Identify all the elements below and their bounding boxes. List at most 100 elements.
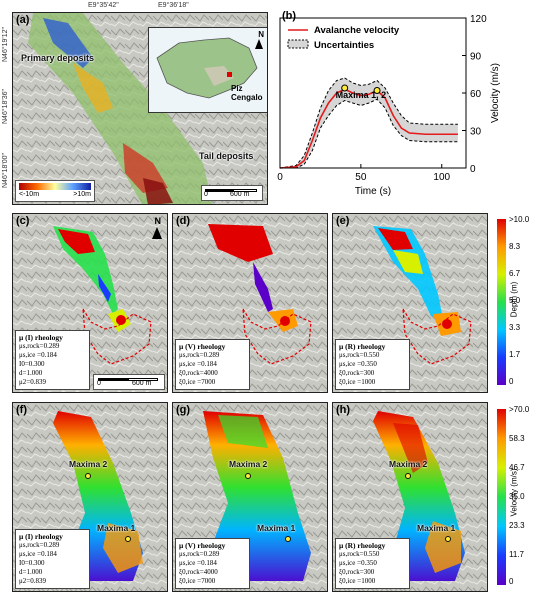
inset-place-label: Piz Cengalo — [231, 84, 263, 102]
rheology-box: μ (V) rheology μs,rock=0.289 μs,ice =0.184… — [175, 538, 250, 589]
north-arrow-icon — [152, 227, 162, 239]
maxima-1-marker — [445, 536, 451, 542]
rheology-box: μ (R) rheology μs,rock=0.550 μs,ice =0.350… — [335, 339, 410, 390]
coord-top-2: E9°36'18" — [158, 2, 189, 9]
depth-panel-label: (c) — [16, 215, 30, 227]
y-tick-label: 60 — [470, 89, 482, 100]
rheology-param: μs,ice =0.350 — [339, 559, 377, 567]
rheology-param: μs,rock=0.289 — [19, 342, 60, 350]
y-tick-label: 120 — [470, 14, 487, 25]
depth-tick-1: 8.3 — [509, 242, 521, 251]
x-tick-label: 100 — [433, 172, 450, 183]
maxima-1-label: Maxima 1 — [257, 523, 296, 533]
y-tick-label: 90 — [470, 52, 482, 63]
maxima-2-label: Maxima 2 — [69, 459, 108, 469]
coord-left-1: N46°19'12" — [2, 26, 9, 62]
switzerland-inset: N Piz Cengalo — [148, 27, 267, 113]
maxima-2-marker — [85, 473, 91, 479]
rheology-param: μs,ice =0.184 — [19, 351, 57, 359]
depth-colorbar-gradient — [497, 219, 506, 385]
primary-deposits-label: Primary deposits — [21, 53, 95, 63]
velocity-panel-0: (f) Maxima 2 Maxima 1 μ (I) rheology μs,rock… — [12, 402, 168, 592]
rheology-param: ξ0,ice =1000 — [339, 378, 376, 386]
maxima-label: Maxima 1, 2 — [336, 90, 387, 100]
depth-tick-5: 1.7 — [509, 350, 521, 359]
velocity-panel-label: (h) — [336, 404, 351, 416]
rheology-param: μs,rock=0.550 — [339, 351, 380, 359]
tail-deposits-label: Tail deposits — [199, 151, 254, 161]
depth-tick-2: 6.7 — [509, 269, 521, 278]
rheology-param: μs,ice =0.184 — [19, 550, 57, 558]
rheology-param: μs,rock=0.289 — [179, 550, 220, 558]
maxima-1-label: Maxima 1 — [417, 523, 456, 533]
rheology-param: μ2=0.839 — [19, 577, 46, 585]
velocity-panel-label: (g) — [176, 404, 191, 416]
rheology-param: μs,ice =0.350 — [339, 360, 377, 368]
rheology-title: μ (R) rheology — [339, 541, 386, 550]
rheology-param: I0=0.300 — [19, 360, 45, 368]
depth-panel-1: (d) μ (V) rheology μs,rock=0.289 μs,ice =0.… — [172, 213, 328, 393]
rheology-title: μ (V) rheology — [179, 342, 226, 351]
rheology-param: μs,ice =0.184 — [179, 360, 217, 368]
depth-colorbar-title: Depth (m) — [509, 281, 519, 318]
rheology-box: μ (I) rheology μs,rock=0.289 μs,ice =0.184… — [15, 330, 90, 390]
rheology-param: μs,rock=0.289 — [19, 541, 60, 549]
rheology-title: μ (V) rheology — [179, 541, 226, 550]
y-axis-label: Velocity (m/s) — [490, 63, 501, 123]
velocity-map — [13, 403, 167, 591]
panel-b-label: (b) — [282, 10, 297, 22]
north-arrow-icon — [255, 39, 263, 49]
coord-top-1: E9°35'42" — [88, 2, 119, 9]
rheology-box: μ (R) rheology μs,rock=0.550 μs,ice =0.350… — [335, 538, 410, 589]
x-axis-label: Time (s) — [355, 186, 391, 197]
vel-tick-2: 46.7 — [509, 463, 525, 472]
x-tick-label: 50 — [355, 172, 367, 183]
depth-scale-zero: 0 — [97, 380, 101, 387]
velocity-map — [333, 403, 487, 591]
rheology-title: μ (R) rheology — [339, 342, 386, 351]
maxima-2-label: Maxima 2 — [229, 459, 268, 469]
depth-scale-max: 600 m — [132, 380, 152, 387]
x-tick-label: 0 — [277, 172, 283, 183]
uncertainty-bound-line — [279, 77, 458, 169]
maxima-marker — [341, 84, 349, 92]
velocity-colorbar: >70.0 58.3 46.7 35.0 23.3 11.7 0 — [497, 405, 533, 590]
deposit-legend: <-10m >10m — [15, 180, 95, 202]
vel-tick-3: 35.0 — [509, 492, 525, 501]
velocity-panel-label: (f) — [16, 404, 27, 416]
vel-tick-4: 23.3 — [509, 521, 525, 530]
scale-max: 600 m — [230, 191, 250, 198]
depth-panel-2: (e) μ (R) rheology μs,rock=0.550 μs,ice =0.… — [332, 213, 488, 393]
maxima-1-marker — [285, 536, 291, 542]
velocity-panel-1: (g) Maxima 2 Maxima 1 μ (V) rheology μs,rock… — [172, 402, 328, 592]
rheology-param: ξ0,rock=4000 — [179, 568, 218, 576]
rheology-param: μ2=0.839 — [19, 378, 46, 386]
y-tick-label: 0 — [470, 164, 476, 175]
velocity-chart-svg: 0 50 100 0 30 60 90 120 Time (s) Velocity (m/s) Ma… — [277, 14, 501, 197]
legend-uncert-label: Uncertainties — [314, 40, 374, 51]
rheology-param: ξ0,ice =7000 — [179, 577, 216, 585]
rheology-param: d=1.000 — [19, 568, 43, 576]
rheology-param: μs,rock=0.550 — [339, 550, 380, 558]
vel-tick-5: 11.7 — [509, 550, 524, 559]
maxima-marker — [373, 87, 381, 94]
depth-colorbar: >10.0 8.3 6.7 5.0 3.3 1.7 0 — [497, 215, 533, 390]
maxima-1-marker — [125, 536, 131, 542]
maxima-2-marker — [245, 473, 251, 479]
vel-tick-6: 0 — [509, 577, 514, 586]
deposit-legend-gradient — [19, 183, 91, 190]
avalanche-velocity-line — [279, 88, 458, 169]
rheology-param: I0=0.300 — [19, 559, 45, 567]
depth-tick-3: 5.0 — [509, 296, 521, 305]
rheology-param: ξ0,ice =7000 — [179, 378, 216, 386]
rheology-box: μ (I) rheology μs,rock=0.289 μs,ice =0.184… — [15, 529, 90, 589]
rheology-param: ξ0,rock=300 — [339, 568, 375, 576]
depth-panel-0: (c) μ (I) rheology μs,rock=0.289 μs,ice =0.… — [12, 213, 168, 393]
depth-scale-bar: 0 600 m — [93, 374, 165, 390]
uncertainty-bound-line — [280, 98, 458, 169]
north-label: N — [154, 216, 162, 226]
rheology-title: μ (I) rheology — [19, 333, 63, 342]
velocity-colorbar-gradient — [497, 409, 506, 585]
depth-tick-6: 0 — [509, 377, 514, 386]
rheology-param: ξ0,rock=4000 — [179, 369, 218, 377]
